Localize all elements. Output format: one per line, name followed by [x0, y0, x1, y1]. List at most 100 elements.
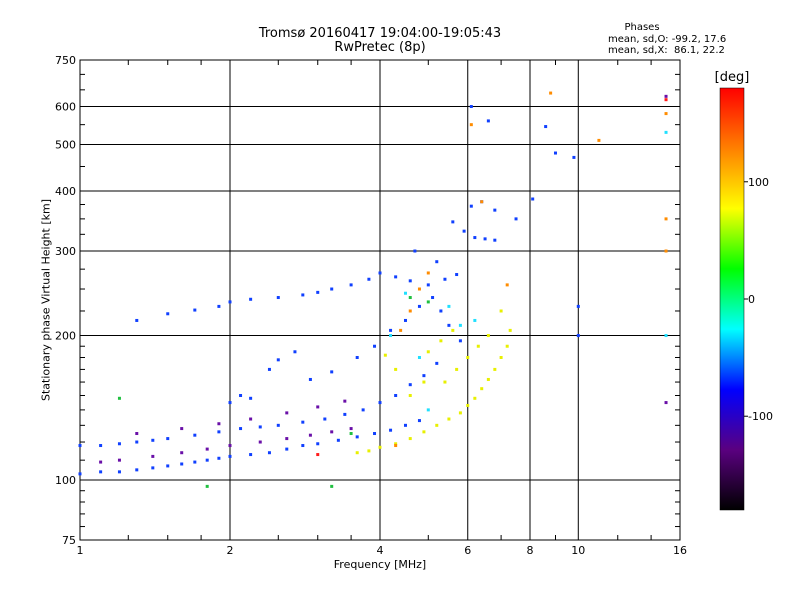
data-point — [408, 279, 412, 283]
data-point — [316, 453, 320, 457]
data-point — [399, 328, 403, 332]
data-point — [473, 318, 477, 322]
data-point — [228, 300, 232, 304]
data-point — [493, 208, 497, 212]
colorbar-label: [deg] — [714, 70, 750, 85]
data-point — [217, 422, 221, 426]
data-point — [544, 125, 548, 129]
data-point — [389, 334, 393, 338]
data-point — [394, 275, 398, 279]
data-point — [355, 435, 359, 439]
data-point — [443, 277, 447, 281]
data-point — [389, 428, 393, 432]
data-point — [473, 236, 477, 240]
data-point — [323, 417, 327, 421]
chart-subtitle: RwPretec (8p) — [334, 40, 426, 55]
data-point — [378, 271, 382, 275]
data-point — [180, 462, 184, 466]
data-point — [476, 344, 480, 348]
data-point — [355, 451, 359, 455]
data-point — [473, 396, 477, 400]
data-point — [135, 318, 139, 322]
data-point — [239, 427, 243, 431]
data-point — [451, 220, 455, 224]
data-point — [408, 437, 412, 441]
data-point — [576, 304, 580, 308]
x-tick-label: 4 — [377, 544, 384, 557]
data-point — [505, 344, 509, 348]
data-point — [389, 328, 393, 332]
data-point — [316, 442, 320, 446]
phase-info-title: Phases — [624, 22, 660, 33]
data-point — [367, 277, 371, 281]
data-point — [78, 472, 82, 476]
data-point — [285, 447, 289, 451]
data-point — [408, 296, 412, 300]
data-point — [493, 238, 497, 242]
data-point — [443, 380, 447, 384]
data-point — [480, 200, 484, 204]
data-point — [349, 432, 353, 436]
data-point — [267, 367, 271, 371]
y-tick-label: 600 — [55, 101, 76, 114]
data-point — [217, 430, 221, 434]
data-point — [336, 438, 340, 442]
x-tick-label: 1 — [77, 544, 84, 557]
data-point — [458, 323, 462, 327]
data-point — [486, 377, 490, 381]
data-point — [426, 283, 430, 287]
data-point — [394, 394, 398, 398]
data-point — [664, 98, 668, 102]
data-point — [249, 453, 253, 457]
data-point — [135, 468, 139, 472]
data-point — [355, 355, 359, 359]
data-point — [480, 387, 484, 391]
data-point — [572, 155, 576, 159]
data-point — [553, 151, 557, 155]
data-point — [343, 412, 347, 416]
data-point — [285, 437, 289, 441]
x-tick-label: 8 — [527, 544, 534, 557]
y-tick-label: 300 — [55, 245, 76, 258]
data-point — [239, 394, 243, 398]
data-point — [180, 451, 184, 455]
data-point — [135, 432, 139, 436]
data-point — [408, 383, 412, 387]
data-point — [426, 350, 430, 354]
data-point — [217, 456, 221, 460]
data-point — [228, 401, 232, 405]
data-point — [151, 438, 155, 442]
colorbar-tick-label: 0 — [748, 293, 755, 306]
data-point — [285, 411, 289, 415]
data-point — [330, 430, 334, 434]
data-point — [394, 442, 398, 446]
plot-border — [79, 59, 681, 541]
data-point — [343, 399, 347, 403]
y-tick-label: 750 — [55, 54, 76, 67]
colorbar-tick-label: -100 — [748, 410, 773, 423]
data-point — [408, 394, 412, 398]
data-point — [664, 334, 668, 338]
data-point — [117, 458, 121, 462]
data-point — [469, 123, 473, 127]
colorbar-scale — [719, 87, 745, 511]
data-point — [514, 217, 518, 221]
data-point — [447, 323, 451, 327]
data-point — [403, 318, 407, 322]
data-point — [549, 91, 553, 95]
data-point — [276, 358, 280, 362]
data-point — [417, 287, 421, 291]
data-point — [78, 444, 82, 448]
grid — [80, 60, 680, 540]
data-point — [435, 423, 439, 427]
data-point — [205, 447, 209, 451]
data-point — [466, 355, 470, 359]
y-tick-label: 500 — [55, 139, 76, 152]
data-point — [135, 440, 139, 444]
y-axis-label: Stationary phase Virtual Height [km] — [39, 198, 53, 402]
data-point — [301, 444, 305, 448]
data-point — [383, 353, 387, 357]
data-point — [469, 105, 473, 109]
y-tick-label: 200 — [55, 330, 76, 343]
